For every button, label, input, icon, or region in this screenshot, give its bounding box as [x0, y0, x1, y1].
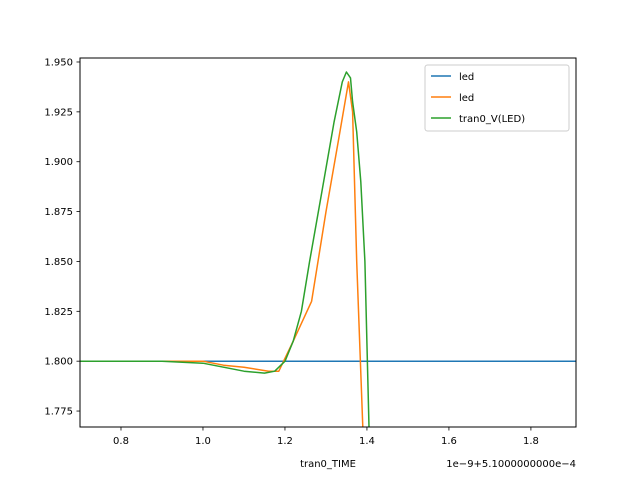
legend: led led tran0_V(LED): [424, 64, 570, 132]
x-tick-label: 0.8: [113, 436, 129, 447]
x-tick-label: 1.0: [195, 436, 211, 447]
y-tick-label: 1.850: [44, 257, 73, 268]
y-axis: 1.775 1.800 1.825 1.850 1.875 1.900 1.925 1.950: [44, 57, 80, 418]
legend-box: [424, 64, 570, 132]
series-line-1: [80, 81, 364, 427]
x-offset-label: 1e−9+5.1000000000e−4: [446, 459, 576, 470]
series-layer: [80, 71, 576, 427]
y-tick-label: 1.925: [44, 107, 73, 118]
y-tick-label: 1.875: [44, 207, 73, 218]
y-tick-label: 1.900: [44, 157, 73, 168]
series-line-2: [80, 71, 370, 427]
x-tick-label: 1.6: [441, 436, 457, 447]
x-axis-label: tran0_TIME: [300, 459, 356, 470]
y-tick-label: 1.825: [44, 307, 73, 318]
x-tick-label: 1.2: [277, 436, 293, 447]
legend-label-0: led: [459, 72, 474, 83]
x-tick-label: 1.8: [523, 436, 539, 447]
legend-label-1: led: [459, 93, 474, 104]
y-tick-label: 1.950: [44, 57, 73, 68]
plot-area-frame: [79, 57, 577, 428]
legend-label-2: tran0_V(LED): [459, 114, 525, 125]
x-axis: 0.8 1.0 1.2 1.4 1.6 1.8: [113, 427, 539, 447]
x-tick-label: 1.4: [359, 436, 375, 447]
y-tick-label: 1.800: [44, 357, 73, 368]
y-tick-label: 1.775: [44, 407, 73, 418]
